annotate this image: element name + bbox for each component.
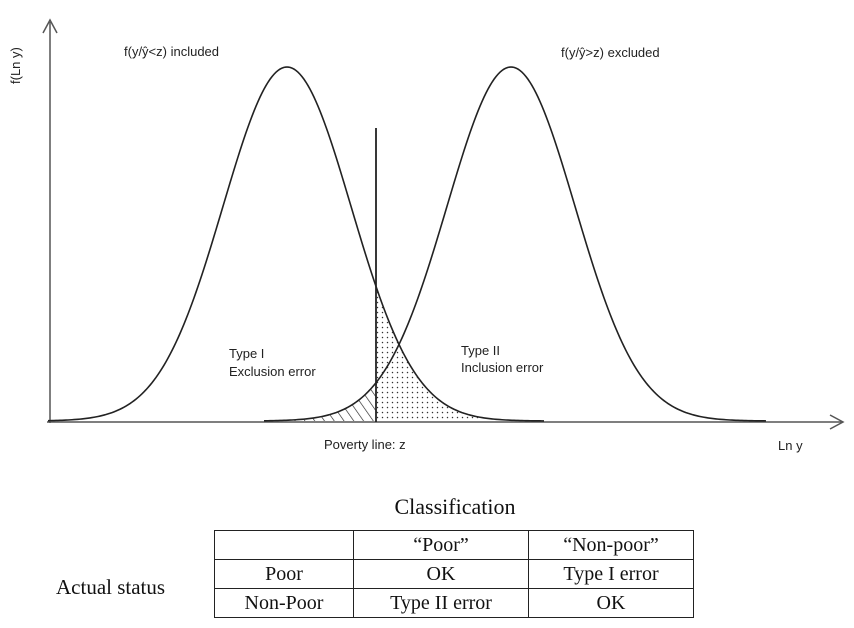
type2-label-line2: Inclusion error [461, 360, 544, 375]
classification-title: Classification [394, 494, 516, 519]
table-cell: Type II error [353, 588, 529, 618]
left-curve-label: f(y/ŷ<z) included [124, 44, 219, 59]
table-header-row: “Poor” “Non-poor” [214, 530, 694, 560]
actual-status-label: Actual status [56, 575, 166, 599]
table-cell: OK [528, 588, 694, 618]
table-cell: Type I error [528, 559, 694, 589]
type1-exclusion-region [264, 381, 377, 421]
classification-table: “Poor” “Non-poor” Poor OK Type I error N… [214, 530, 694, 618]
table-row: Non-Poor Type II error OK [214, 588, 694, 618]
row-header-non-poor: Non-Poor [214, 588, 354, 618]
poverty-line-label: Poverty line: z [324, 437, 406, 452]
table-row: Poor OK Type I error [214, 559, 694, 589]
error-distribution-diagram: f(Ln y) Ln y f(y/ŷ<z) included f(y/ŷ>z) … [8, 18, 845, 453]
y-axis-arrow-icon [42, 18, 58, 34]
type1-label-line2: Exclusion error [229, 364, 316, 379]
x-axis-label: Ln y [778, 438, 803, 453]
type2-label-line1: Type II [461, 343, 500, 358]
table-cell [214, 530, 354, 560]
type1-label-line1: Type I [229, 346, 264, 361]
type2-inclusion-region [377, 289, 544, 421]
column-header-non-poor: “Non-poor” [528, 530, 694, 560]
column-header-poor: “Poor” [353, 530, 529, 560]
excluded-density-curve [263, 66, 767, 422]
x-axis-arrow-icon [829, 414, 845, 430]
table-cell: OK [353, 559, 529, 589]
y-axis-label: f(Ln y) [8, 47, 23, 84]
right-curve-label: f(y/ŷ>z) excluded [561, 45, 660, 60]
row-header-poor: Poor [214, 559, 354, 589]
included-density-curve [47, 66, 545, 422]
